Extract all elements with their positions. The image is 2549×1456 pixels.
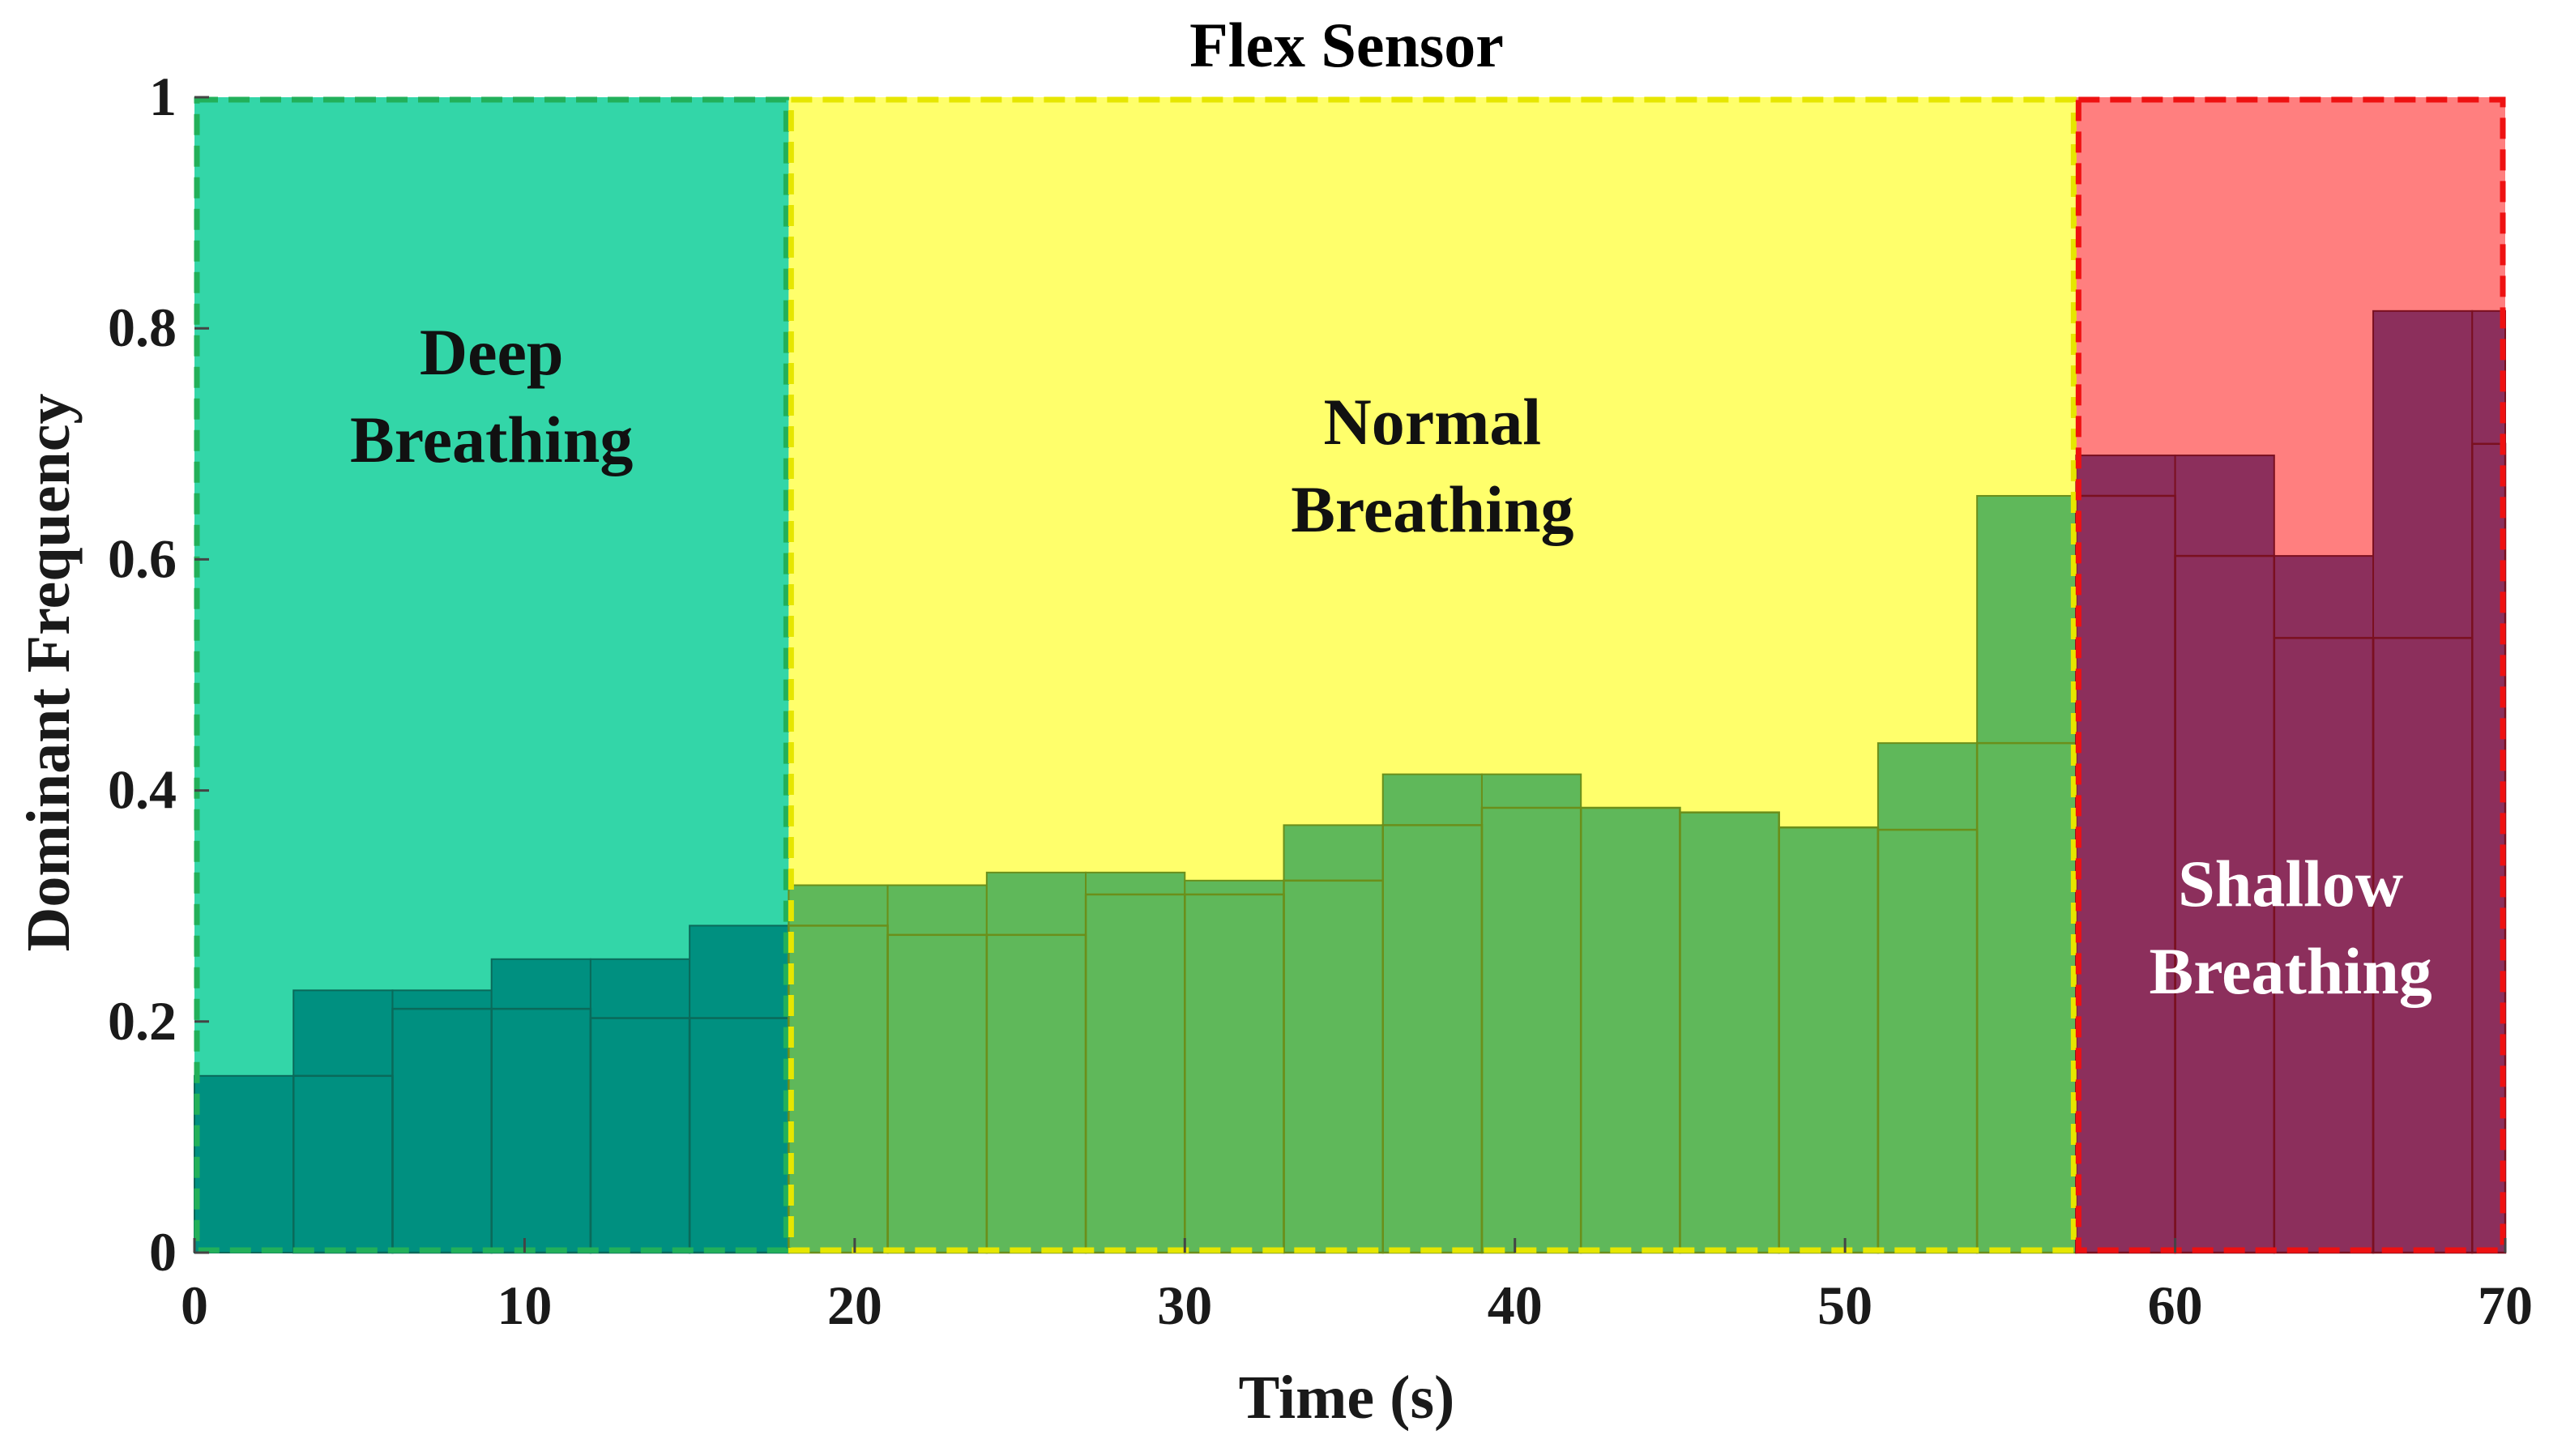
y-tick-label-5: 1 <box>149 66 177 127</box>
x-axis-label: Time (s) <box>1239 1364 1455 1432</box>
y-tick-label-3: 0.6 <box>108 527 177 589</box>
region-normal-label-line-0: Normal <box>1324 385 1542 459</box>
shallow-bar-2 <box>2273 555 2375 1253</box>
y-tick-label-4: 0.8 <box>108 297 177 358</box>
region-normal-border <box>788 96 2077 1253</box>
region-deep-border <box>194 96 789 1253</box>
normal-bar-0 <box>788 884 889 1253</box>
x-tick-label-3: 30 <box>1157 1275 1212 1336</box>
region-borders-layer <box>194 96 2506 1253</box>
deep-bar-5 <box>689 924 790 1254</box>
region-shallow-label-line-0: Shallow <box>2178 847 2403 920</box>
normal-bar-2 <box>985 871 1087 1253</box>
x-tick-label-2: 20 <box>827 1275 882 1336</box>
shallow-bar-3 <box>2372 310 2474 1253</box>
y-axis-label: Dominant Frequency <box>15 394 83 952</box>
x-tick-label-5: 50 <box>1817 1275 1872 1336</box>
region-deep-label-line-1: Breathing <box>350 403 633 476</box>
y-tick-label-0: 0 <box>149 1221 177 1283</box>
axes-layer: 0 10 20 30 40 50 60 70 0 0.2 0.4 0.6 0.8 1 <box>108 66 2533 1336</box>
normal-bar-8 <box>1580 806 1681 1253</box>
region-labels-layer: Deep Breathing Normal Breathing Shallow Breat… <box>350 315 2432 1008</box>
normal-bar-12 <box>1976 494 2077 1253</box>
normal-bar-3 <box>1085 871 1186 1253</box>
normal-bar-9 <box>1679 811 1780 1253</box>
x-tick-label-0: 0 <box>181 1275 208 1336</box>
deep-bar-1 <box>292 989 394 1253</box>
x-tick-label-6: 60 <box>2148 1275 2203 1336</box>
shallow-bar-0 <box>2075 455 2176 1253</box>
region-shallow-border <box>2075 96 2506 1253</box>
normal-bar-5 <box>1283 824 1384 1253</box>
chart-title: Flex Sensor <box>1189 10 1504 80</box>
deep-bar-4 <box>589 958 691 1254</box>
deep-bar-3 <box>490 958 591 1254</box>
deep-bar-2 <box>391 989 493 1253</box>
normal-bar-1 <box>886 884 988 1253</box>
region-shallow-label-line-1: Breathing <box>2150 934 2432 1008</box>
normal-bar-10 <box>1778 826 1879 1253</box>
bars-layer <box>194 310 2507 1254</box>
normal-bar-6 <box>1381 773 1483 1253</box>
region-normal-label-line-1: Breathing <box>1291 472 1573 546</box>
normal-bar-11 <box>1877 742 1979 1253</box>
deep-bar-0 <box>194 1074 295 1254</box>
x-tick-label-7: 70 <box>2478 1275 2533 1336</box>
x-tick-label-4: 40 <box>1488 1275 1543 1336</box>
region-deep-label-line-0: Deep <box>420 315 564 389</box>
normal-bar-4 <box>1184 879 1285 1253</box>
shallow-bar-4 <box>2471 310 2506 1253</box>
y-tick-label-1: 0.2 <box>108 990 177 1052</box>
y-tick-label-2: 0.4 <box>108 759 177 821</box>
x-tick-label-1: 10 <box>497 1275 552 1336</box>
normal-bar-7 <box>1480 773 1582 1253</box>
